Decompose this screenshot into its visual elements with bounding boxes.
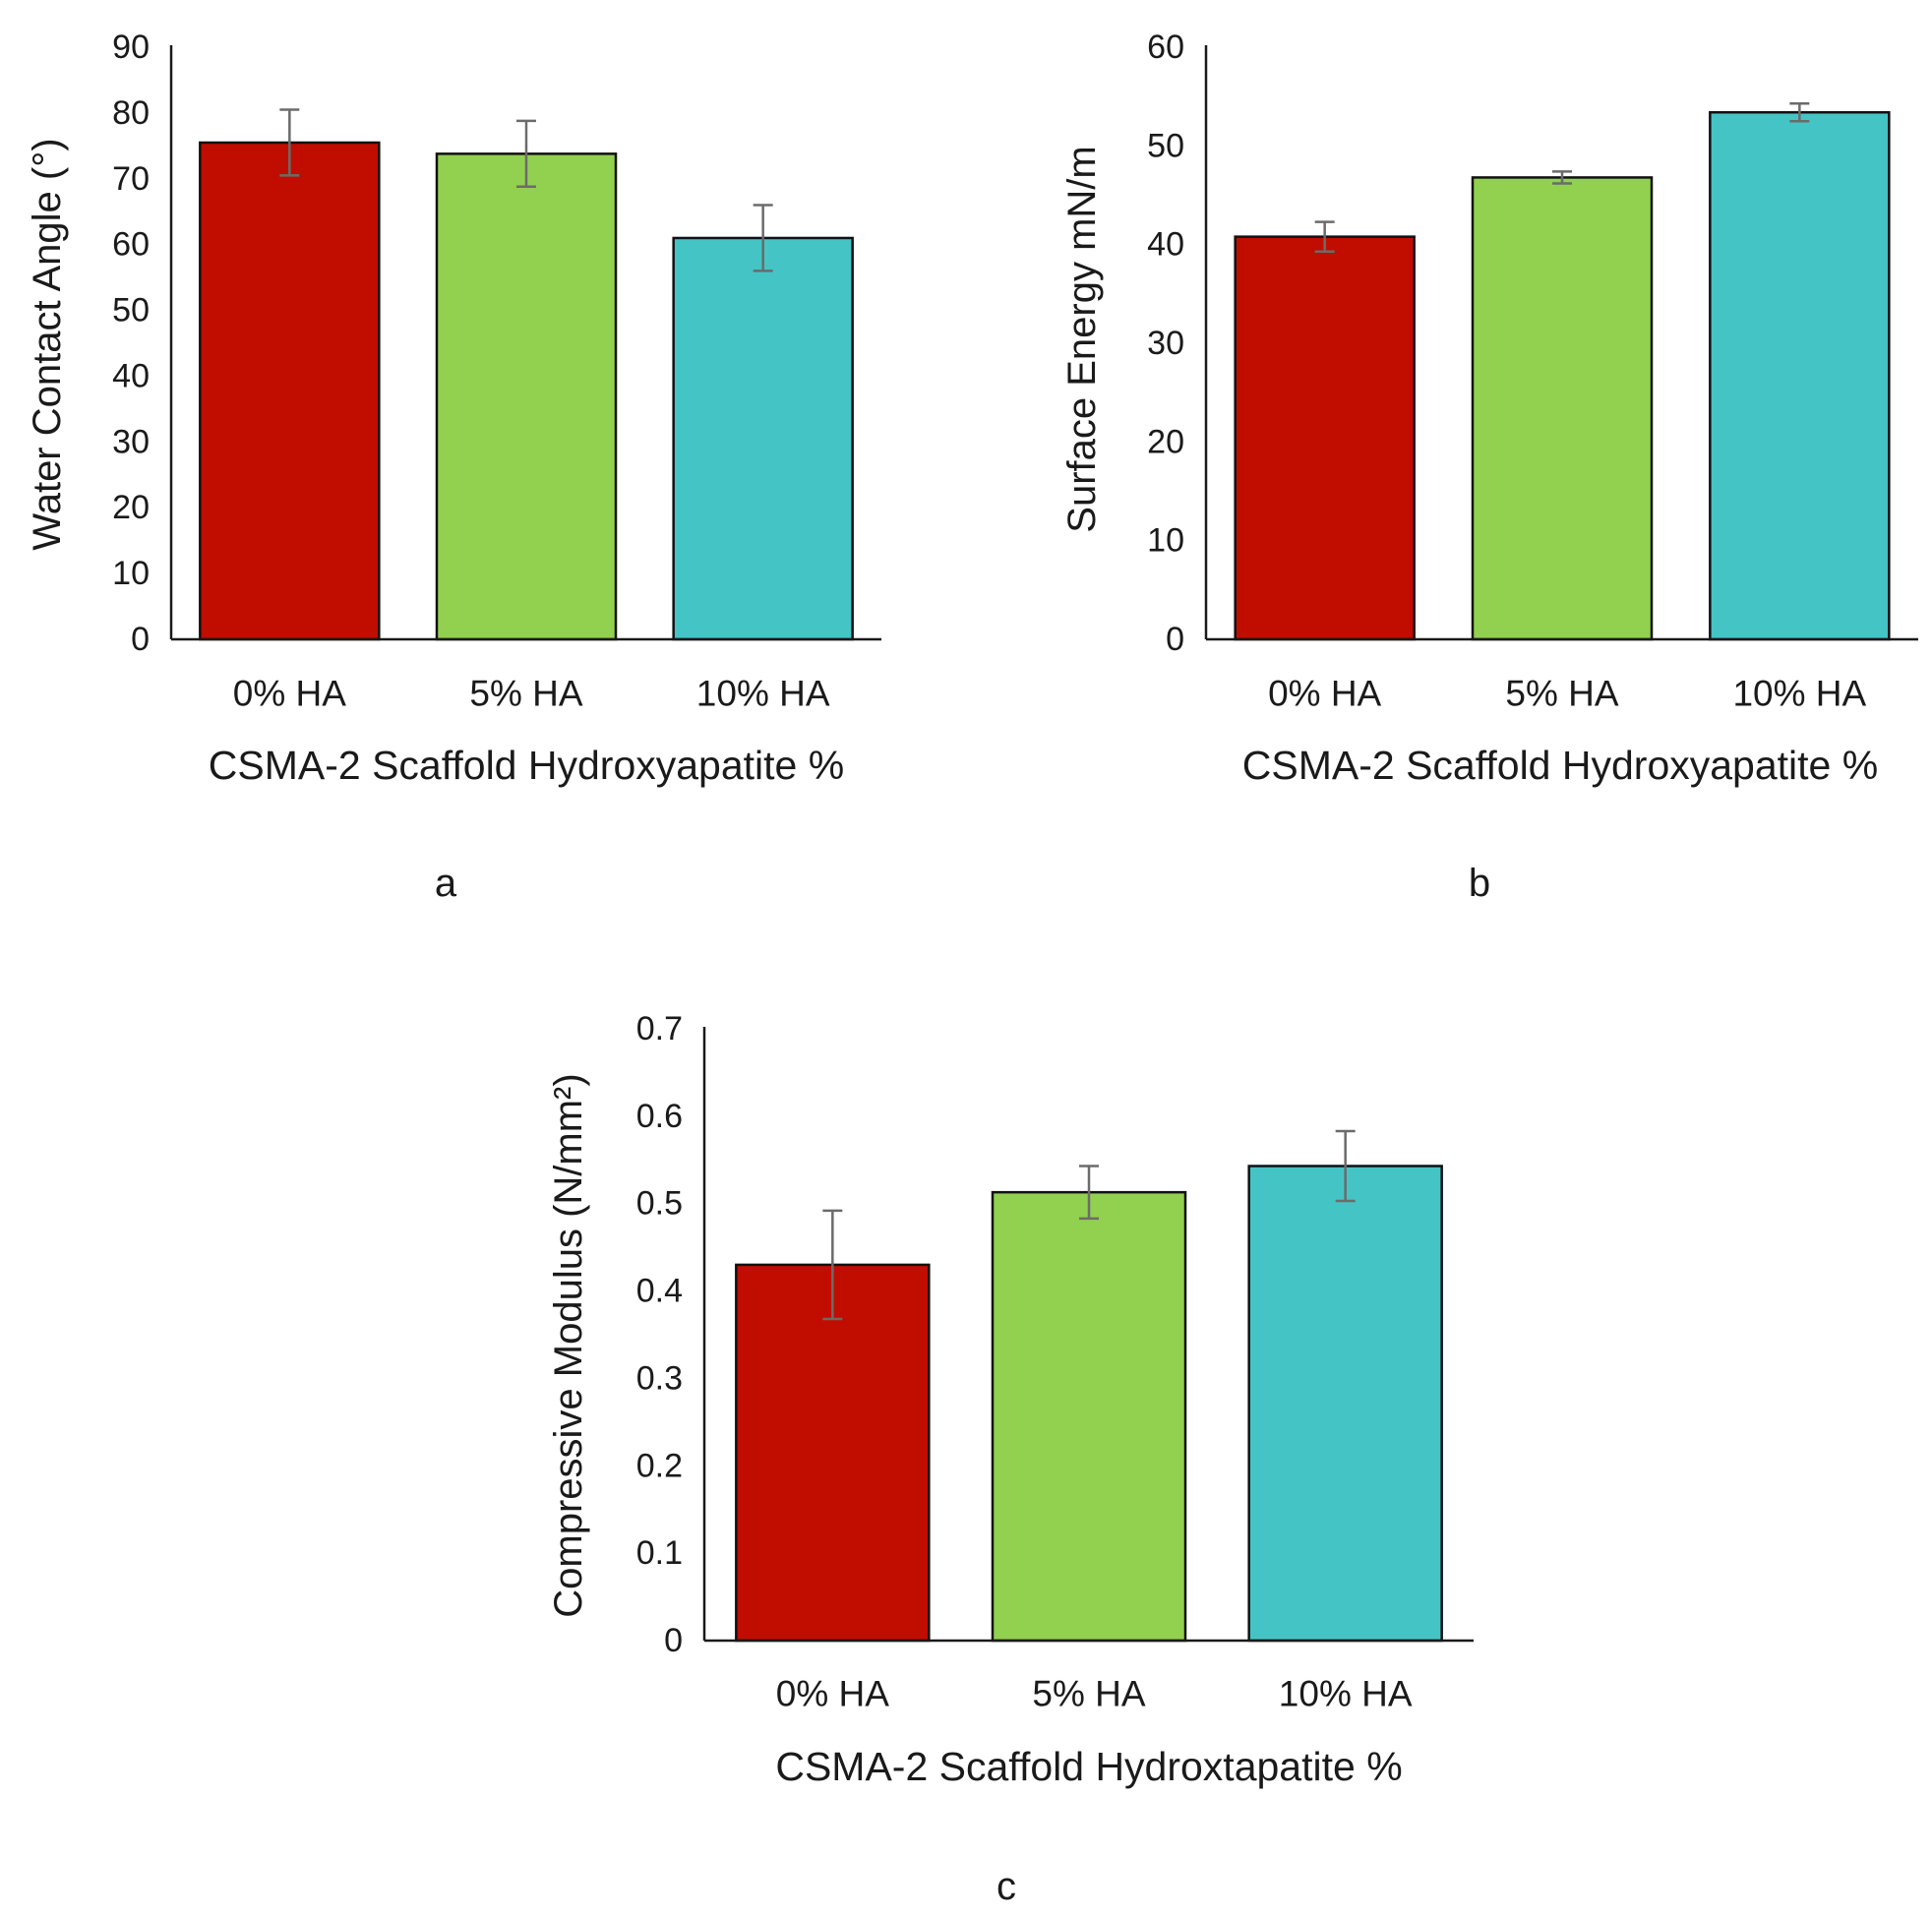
y-tick-label: 50	[112, 292, 150, 329]
x-category-label: 0% HA	[776, 1674, 889, 1714]
y-axis-title: Compressive Modulus (N/mm²)	[547, 1073, 590, 1617]
x-category-label: 10% HA	[1732, 674, 1866, 714]
chart-panel-c: 0 0.1 0.2 0.3 0.4 0.5 0.6 0.7 0% HA 5% HA 10% HA CS…	[547, 1010, 1474, 1908]
y-tick-label: 0	[131, 621, 150, 658]
x-category-label: 5% HA	[1032, 1674, 1145, 1714]
error-bar	[279, 108, 300, 177]
panel-label: a	[435, 862, 457, 905]
y-tick-label: 0.6	[636, 1098, 683, 1135]
bar	[735, 1263, 931, 1643]
error-bar	[822, 1209, 843, 1321]
x-axis-title: CSMA-2 Scaffold Hydroxtapatite %	[775, 1744, 1402, 1789]
y-tick-label: 0.1	[636, 1534, 683, 1572]
error-bar	[1079, 1165, 1099, 1221]
y-tick-label: 10	[1147, 522, 1184, 560]
bar	[1247, 1165, 1443, 1643]
y-tick-label: 90	[112, 29, 150, 66]
x-axis-title: CSMA-2 Scaffold Hydroxyapatite %	[209, 743, 844, 788]
y-tick-label: 30	[112, 423, 150, 460]
y-tick-label: 80	[112, 94, 150, 132]
y-tick-label: 0.5	[636, 1185, 683, 1223]
error-bar	[1789, 101, 1810, 123]
y-tick-label: 0	[664, 1622, 683, 1659]
chart-panel-b: 0 10 20 30 40 50 60 0% HA 5% HA 10% HA CSMA-2 Scaf…	[1060, 29, 1918, 905]
bar	[199, 141, 381, 641]
x-category-label: 0% HA	[1268, 674, 1381, 714]
panel-label: c	[996, 1865, 1016, 1908]
bar	[1234, 235, 1416, 641]
bar	[1471, 176, 1654, 641]
panel-label: b	[1469, 862, 1490, 905]
bar	[435, 152, 618, 641]
bar	[672, 236, 854, 641]
x-category-label: 10% HA	[696, 674, 830, 714]
y-tick-label: 40	[1147, 226, 1184, 264]
x-category-label: 0% HA	[233, 674, 346, 714]
y-tick-label: 0.3	[636, 1359, 683, 1397]
x-category-label: 5% HA	[469, 674, 582, 714]
bar	[991, 1190, 1187, 1643]
error-bar	[753, 204, 773, 272]
y-tick-label: 0	[1166, 621, 1184, 658]
y-tick-label: 60	[112, 226, 150, 264]
error-bar	[1335, 1129, 1356, 1203]
x-category-label: 10% HA	[1279, 1674, 1413, 1714]
y-tick-label: 20	[1147, 423, 1184, 460]
y-tick-label: 20	[112, 489, 150, 526]
y-axis-title: Water Contact Angle (°)	[26, 138, 69, 550]
y-tick-label: 60	[1147, 29, 1184, 66]
error-bar	[516, 119, 536, 189]
y-tick-label: 70	[112, 160, 150, 198]
x-category-label: 5% HA	[1505, 674, 1618, 714]
y-axis-title: Surface Energy mN/m	[1060, 146, 1104, 532]
y-tick-label: 30	[1147, 325, 1184, 362]
y-tick-label: 0.4	[636, 1273, 683, 1310]
y-tick-label: 10	[112, 555, 150, 592]
y-tick-label: 40	[112, 357, 150, 394]
bar	[1709, 110, 1891, 641]
y-tick-label: 0.2	[636, 1447, 683, 1484]
x-axis-title: CSMA-2 Scaffold Hydroxyapatite %	[1242, 743, 1878, 788]
error-bar	[1314, 220, 1335, 253]
y-tick-label: 0.7	[636, 1010, 683, 1048]
chart-panel-a: 0 10 20 30 40 50 60 70 80 90 0% HA 5% HA 10% HA CSMA-…	[26, 29, 881, 905]
error-bar	[1552, 170, 1572, 185]
y-tick-label: 50	[1147, 127, 1184, 164]
